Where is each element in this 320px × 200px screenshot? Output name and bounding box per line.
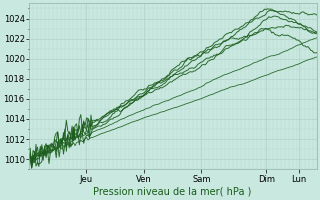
X-axis label: Pression niveau de la mer( hPa ): Pression niveau de la mer( hPa ) — [93, 187, 252, 197]
